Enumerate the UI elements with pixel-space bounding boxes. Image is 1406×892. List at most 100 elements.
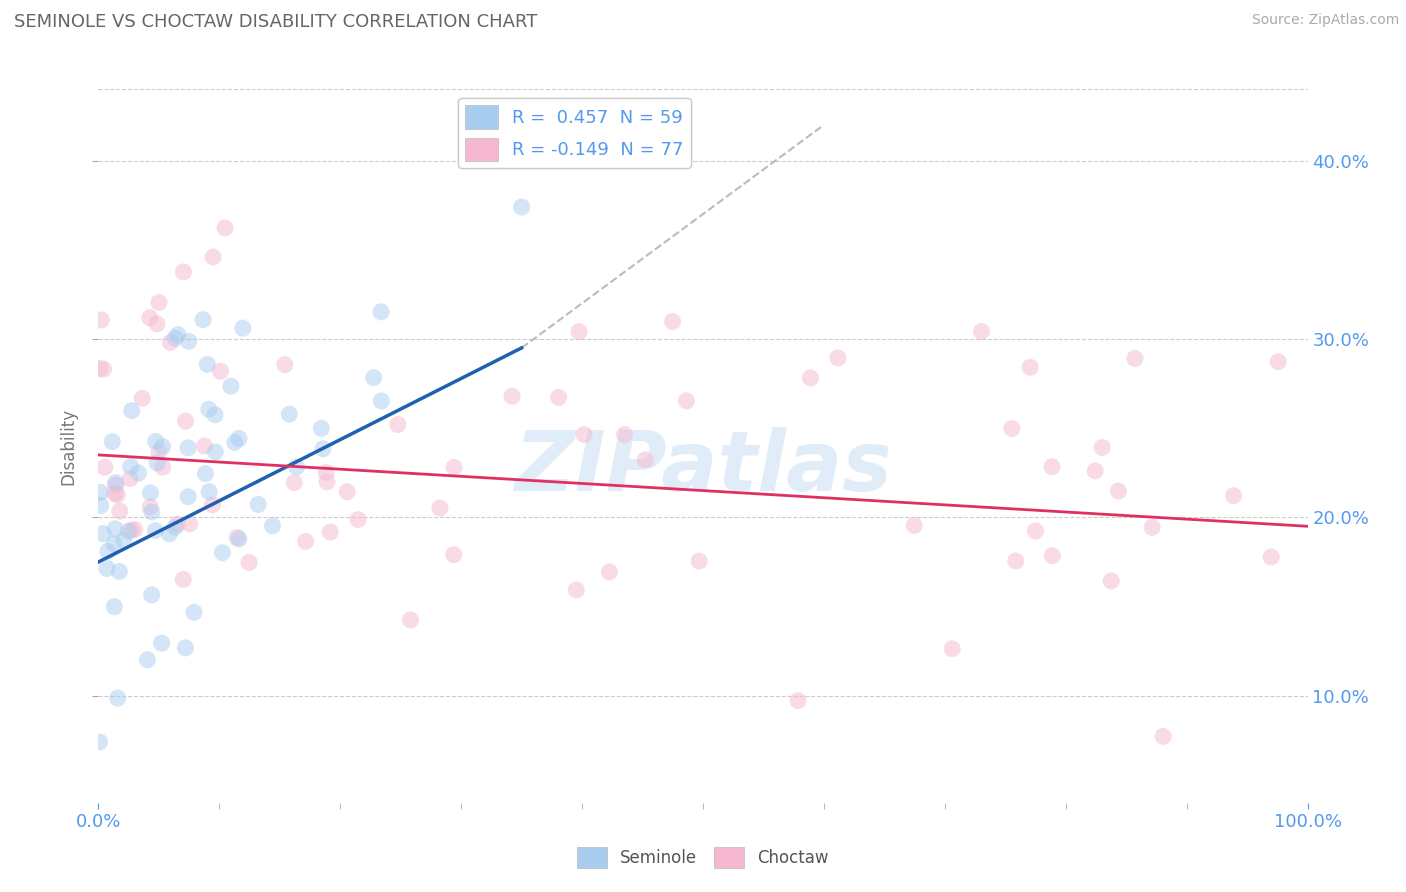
Point [429,500,451,515]
Point [565,582,588,597]
Point [1019,360,1042,375]
Point [232,321,254,335]
Point [274,358,297,372]
Point [108,504,131,518]
Point [139,485,162,500]
Point [510,200,533,214]
Point [970,325,993,339]
Point [568,325,591,339]
Point [316,475,339,489]
Point [104,486,127,500]
Legend: Seminole, Choctaw: Seminole, Choctaw [571,840,835,875]
Y-axis label: Disability: Disability [59,408,77,484]
Point [661,315,683,329]
Point [197,402,219,417]
Point [89,361,111,376]
Point [195,358,218,372]
Point [1004,554,1026,568]
Point [139,500,162,514]
Point [1091,441,1114,455]
Point [157,526,180,541]
Point [799,371,821,385]
Point [179,516,201,531]
Point [90,499,112,513]
Point [90,313,112,327]
Point [159,335,181,350]
Point [238,556,260,570]
Point [191,312,214,326]
Point [214,221,236,235]
Point [827,351,849,365]
Point [315,466,337,480]
Point [201,498,224,512]
Point [1222,489,1244,503]
Point [1267,354,1289,368]
Point [262,518,284,533]
Point [91,526,114,541]
Point [163,520,186,534]
Point [198,484,221,499]
Point [104,522,127,536]
Point [93,362,115,376]
Point [143,524,166,538]
Point [319,525,342,540]
Point [172,572,194,586]
Point [675,393,697,408]
Point [108,565,131,579]
Point [211,546,233,560]
Point [146,456,169,470]
Point [193,439,215,453]
Point [124,523,146,537]
Point [1099,574,1122,588]
Point [1024,524,1046,538]
Point [688,554,710,568]
Point [152,460,174,475]
Point [312,442,335,456]
Point [283,475,305,490]
Point [941,641,963,656]
Text: ZIPatlas: ZIPatlas [515,427,891,508]
Point [117,524,139,539]
Point [202,250,225,264]
Point [150,636,173,650]
Point [183,605,205,619]
Point [311,421,333,435]
Point [173,265,195,279]
Point [177,334,200,349]
Point [224,435,246,450]
Point [634,453,657,467]
Point [104,475,127,490]
Point [443,460,465,475]
Point [94,460,117,475]
Point [177,490,200,504]
Text: SEMINOLE VS CHOCTAW DISABILITY CORRELATION CHART: SEMINOLE VS CHOCTAW DISABILITY CORRELATI… [14,13,537,31]
Text: Source: ZipAtlas.com: Source: ZipAtlas.com [1251,13,1399,28]
Point [1123,351,1146,366]
Point [103,537,125,551]
Point [167,327,190,342]
Point [228,432,250,446]
Point [598,565,620,579]
Point [787,693,810,707]
Point [103,599,125,614]
Point [278,407,301,421]
Point [148,445,170,459]
Point [96,561,118,575]
Point [152,440,174,454]
Point [399,613,422,627]
Point [174,640,197,655]
Point [363,370,385,384]
Point [177,441,200,455]
Point [174,414,197,428]
Point [120,459,142,474]
Point [121,523,143,537]
Point [547,391,569,405]
Point [145,434,167,449]
Point [146,317,169,331]
Point [104,478,127,492]
Point [141,505,163,519]
Point [501,389,523,403]
Point [204,445,226,459]
Point [112,533,135,548]
Point [1260,549,1282,564]
